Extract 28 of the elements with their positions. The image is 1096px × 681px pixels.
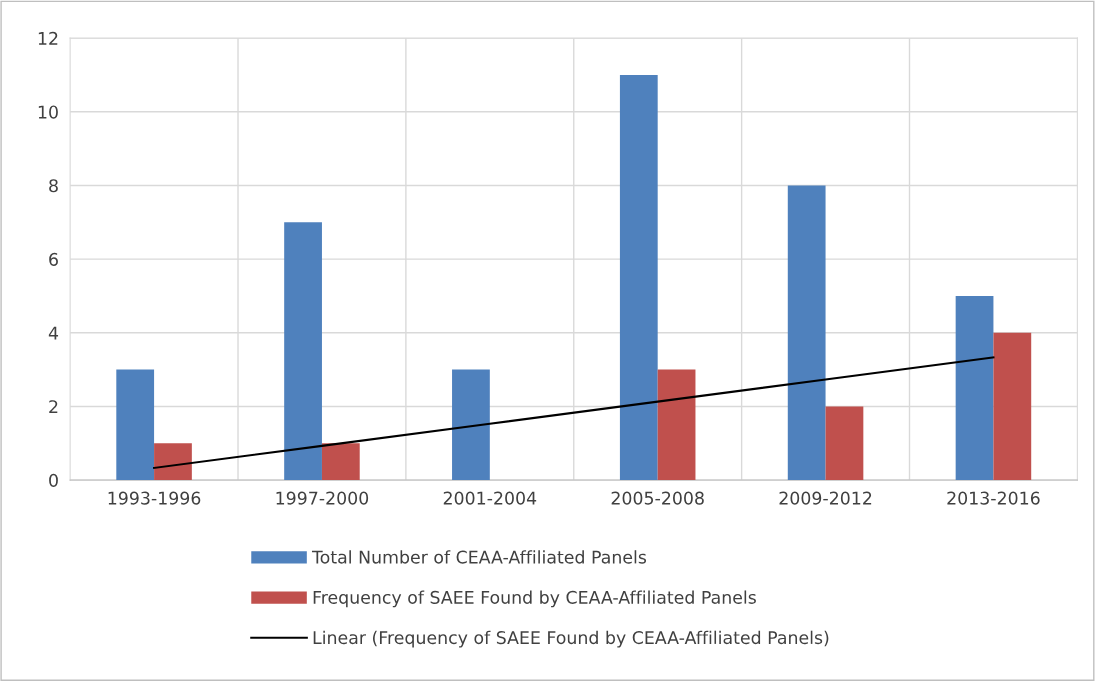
y-tick-label: 2 bbox=[49, 400, 58, 414]
y-tick-label: 0 bbox=[49, 473, 58, 487]
bar bbox=[955, 295, 994, 481]
bar bbox=[993, 332, 1032, 481]
y-tick-label: 8 bbox=[49, 179, 58, 193]
bar bbox=[116, 369, 155, 481]
bar bbox=[657, 369, 696, 481]
bar bbox=[321, 443, 360, 481]
x-tick-label: 2001-2004 bbox=[443, 491, 537, 505]
bar bbox=[154, 443, 192, 481]
legend-label: Total Number of CEAA-Affiliated Panels bbox=[311, 550, 647, 564]
legend-label: Frequency of SAEE Found by CEAA-Affiliated Panels bbox=[313, 590, 756, 608]
x-tick-label: 2013-2016 bbox=[947, 491, 1040, 505]
x-tick-label: 1993-1996 bbox=[108, 491, 201, 505]
x-tick-label: 2005-2008 bbox=[611, 491, 704, 505]
x-tick-label: 2009-2012 bbox=[779, 491, 872, 505]
legend-label: Linear (Frequency of SAEE Found by CEAA-Affiliated Panels) bbox=[313, 630, 829, 648]
y-tick-label: 10 bbox=[38, 105, 58, 119]
bar bbox=[452, 369, 490, 481]
y-tick-label: 12 bbox=[38, 31, 58, 45]
x-tick-label: 1997-2000 bbox=[276, 491, 369, 505]
bar bbox=[619, 74, 658, 481]
y-tick-label: 6 bbox=[49, 252, 58, 266]
bar bbox=[284, 222, 322, 481]
bar bbox=[787, 185, 826, 481]
bar bbox=[825, 406, 864, 481]
y-tick-label: 4 bbox=[48, 326, 59, 340]
line-series bbox=[153, 356, 995, 469]
